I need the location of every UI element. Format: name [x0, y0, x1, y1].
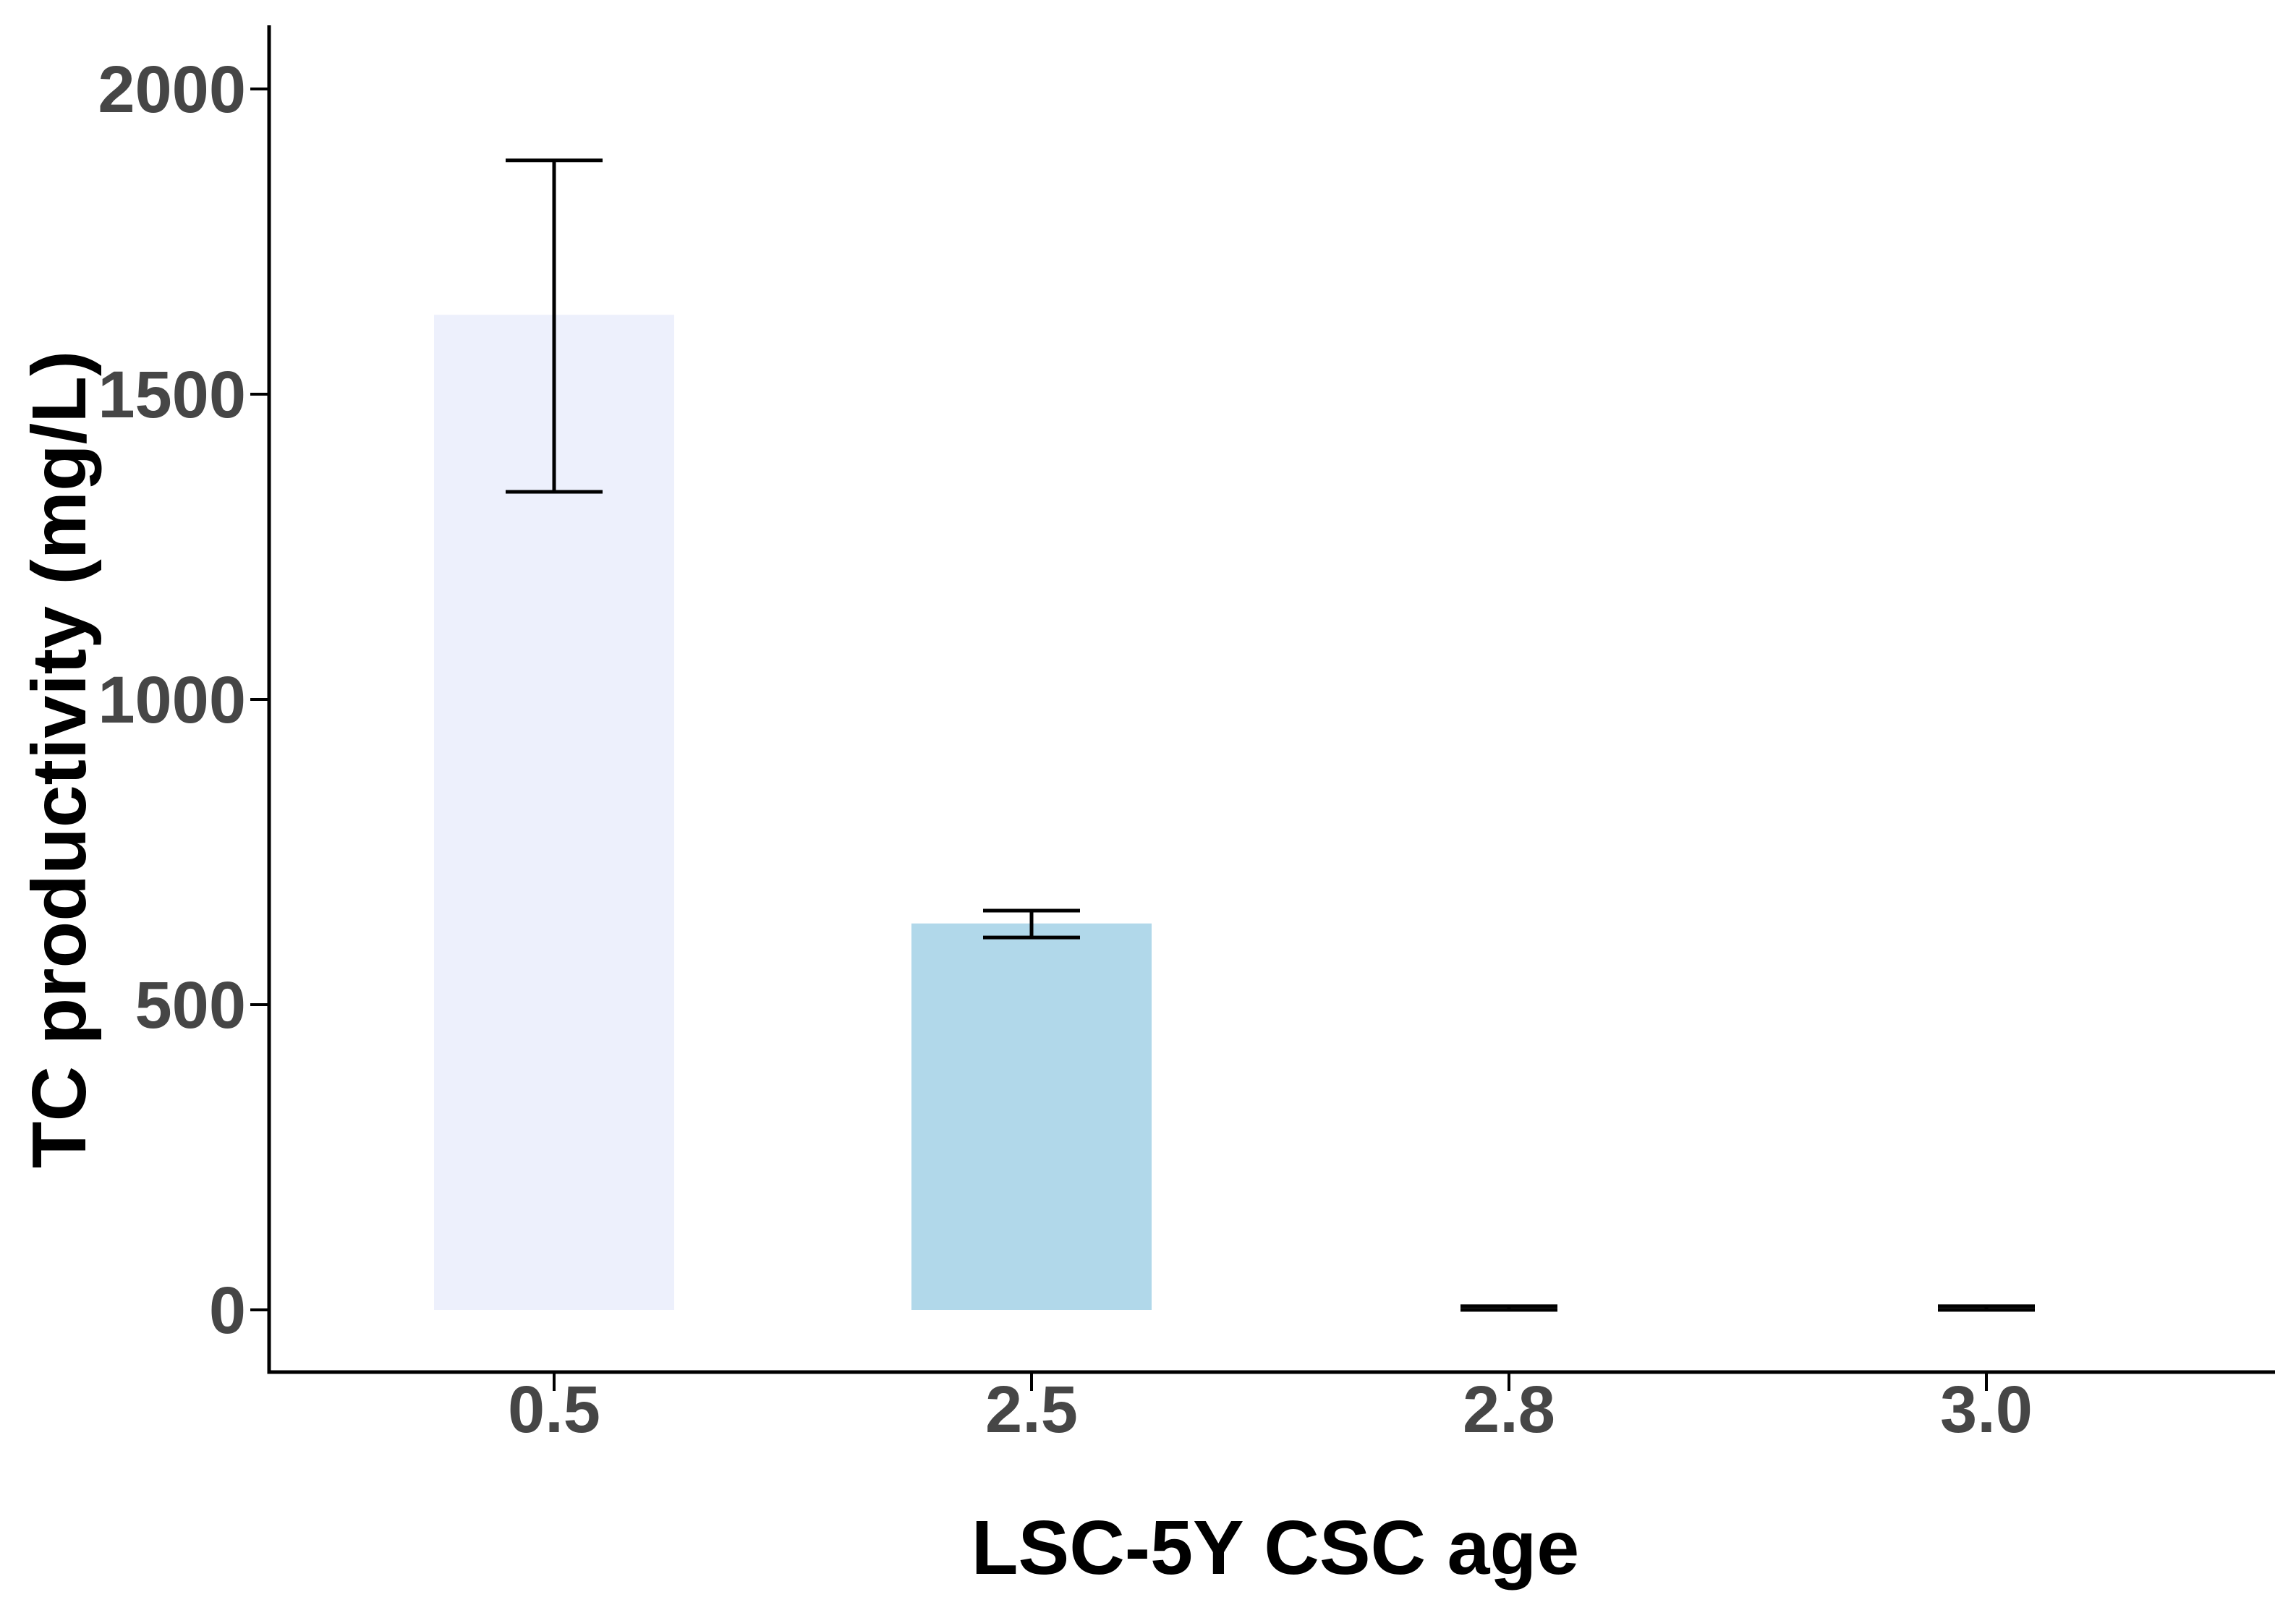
x-tick-label: 2.5	[985, 1373, 1078, 1447]
y-tick-label: 1500	[98, 358, 246, 432]
x-tick-label: 2.8	[1463, 1373, 1555, 1447]
x-tick-label: 3.0	[1940, 1373, 2033, 1447]
y-tick-label: 500	[135, 968, 247, 1042]
y-tick-label: 0	[209, 1274, 246, 1347]
y-tick-label: 1000	[98, 663, 246, 737]
bar	[911, 923, 1152, 1310]
x-tick-label: 0.5	[508, 1373, 600, 1447]
y-axis-title: TC productivity (mg/L)	[17, 350, 102, 1169]
x-axis-title: LSC-5Y CSC age	[971, 1505, 1580, 1591]
y-tick-label: 2000	[98, 53, 246, 127]
